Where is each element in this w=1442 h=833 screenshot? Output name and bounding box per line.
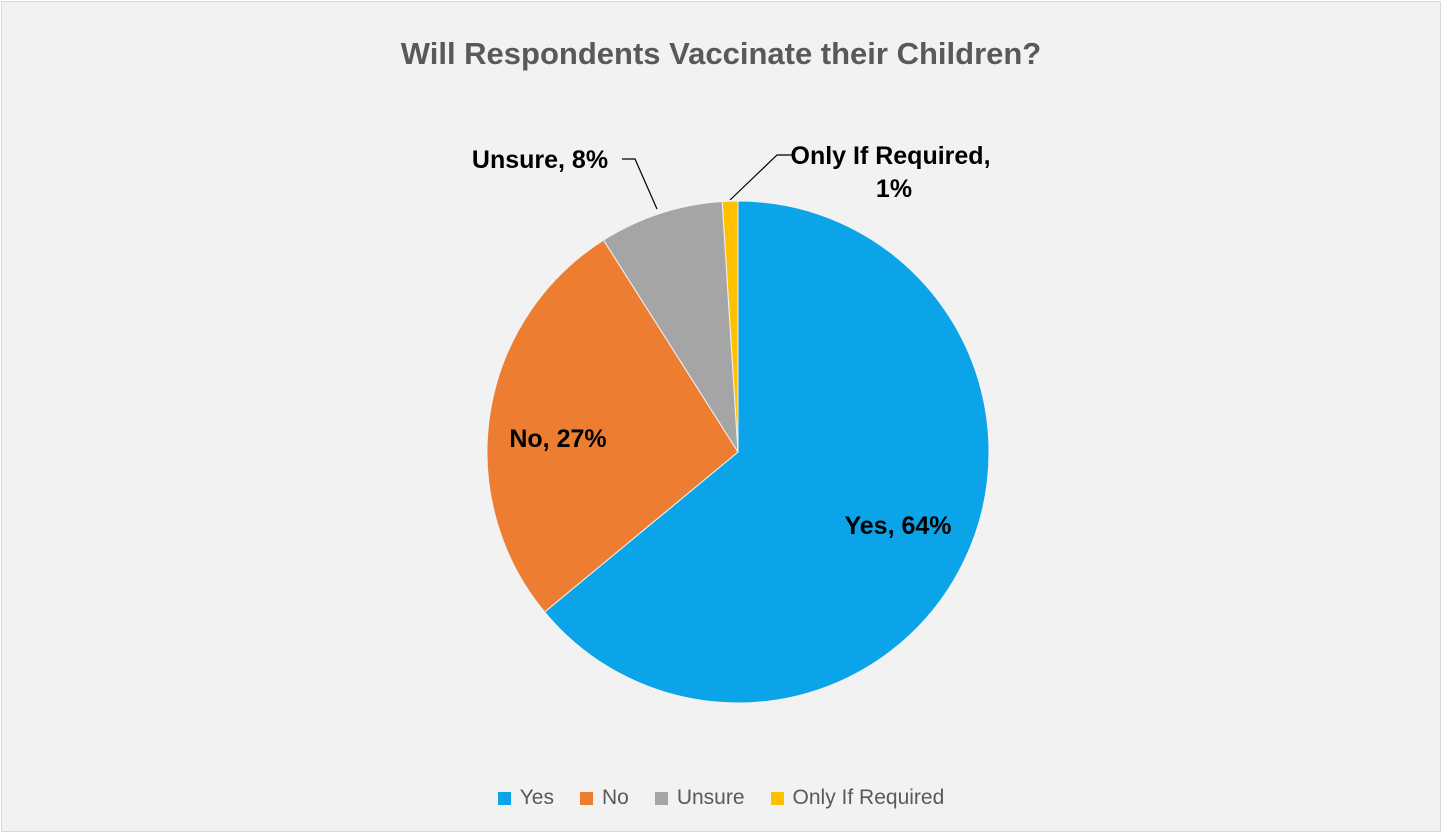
leader-line-unsure — [622, 158, 658, 210]
data-label-yes-text: Yes, 64% — [844, 512, 951, 540]
legend-label-no: No — [601, 786, 629, 809]
data-label-only-if-required-line-2: 1% — [876, 175, 912, 203]
legend: Yes No Unsure Only If Required — [2, 786, 1440, 810]
legend-swatch-no — [579, 791, 593, 805]
data-label-unsure: Unsure, 8% — [472, 146, 608, 174]
data-label-no: No, 27% — [509, 425, 606, 453]
legend-item-yes: Yes — [497, 786, 554, 810]
legend-swatch-only-if-required — [770, 791, 784, 805]
legend-item-unsure: Unsure — [654, 786, 745, 810]
legend-label-yes: Yes — [519, 786, 554, 809]
data-label-unsure-text: Unsure, 8% — [472, 146, 608, 174]
pie-slice-only-if-required — [721, 200, 739, 453]
data-label-yes: Yes, 64% — [844, 512, 951, 540]
legend-label-only-if-required: Only If Required — [792, 786, 945, 809]
pie-slice-yes — [543, 200, 990, 704]
leader-lines — [622, 154, 792, 210]
leader-line-only-if-required — [729, 154, 792, 201]
data-label-only-if-required: Only If Required, 1% — [791, 142, 998, 203]
legend-item-only-if-required: Only If Required — [770, 786, 945, 810]
legend-swatch-unsure — [654, 791, 668, 805]
data-label-only-if-required-line-1: Only If Required, — [791, 142, 991, 170]
pie-slices — [486, 200, 990, 704]
chart-title: Will Respondents Vaccinate their Childre… — [400, 36, 1042, 71]
pie-slice-no — [486, 239, 739, 613]
legend-label-unsure: Unsure — [676, 786, 745, 809]
pie-slice-unsure — [602, 200, 739, 453]
legend-item-no: No — [579, 786, 629, 810]
legend-swatch-yes — [497, 791, 511, 805]
data-labels: Yes, 64% No, 27% Unsure, 8% Only If Requ… — [472, 142, 998, 540]
data-label-no-text: No, 27% — [509, 425, 606, 453]
